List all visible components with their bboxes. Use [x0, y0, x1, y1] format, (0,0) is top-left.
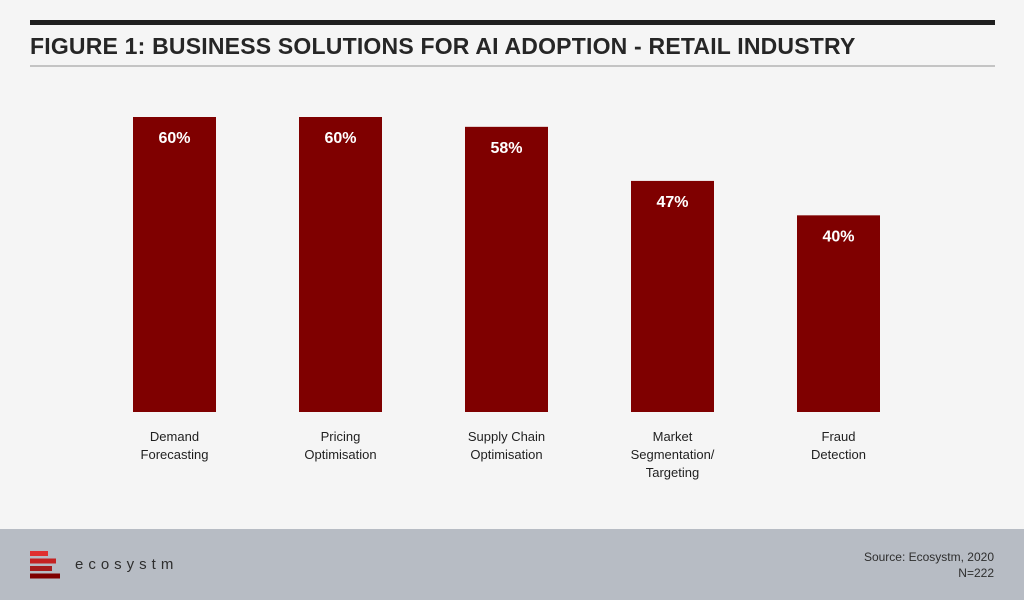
source-text: Source: Ecosystm, 2020	[863, 550, 994, 564]
category-label-1: Demand Forecasting	[141, 429, 209, 462]
category-label-2: Pricing Optimisation	[304, 429, 376, 462]
logo-stripe-3	[30, 566, 52, 571]
category-label-4: Market Segmentation/Targeting	[631, 429, 715, 480]
chart-title: FIGURE 1: BUSINESS SOLUTIONS FOR AI ADOP…	[30, 33, 856, 59]
logo-stripe-1	[30, 551, 48, 556]
logo-stripe-2	[30, 558, 56, 564]
value-label-3: 58%	[490, 140, 522, 157]
bar-3	[465, 126, 548, 412]
value-label-4: 47%	[656, 194, 688, 211]
bar-4	[631, 180, 714, 412]
source-note: Source: Ecosystm, 2020 N=222	[864, 549, 994, 581]
category-label-5: Fraud Detection	[811, 429, 866, 462]
title-rule	[30, 65, 995, 67]
bar-1	[133, 117, 216, 412]
logo-mark-icon	[30, 551, 60, 579]
bar-5	[797, 215, 880, 412]
bar-2	[299, 117, 382, 412]
ecosystm-logo: ecosystm	[30, 549, 190, 581]
sample-size: N=222	[958, 566, 994, 580]
logo-wordmark: ecosystm	[75, 556, 179, 573]
value-label-2: 60%	[324, 130, 356, 147]
value-label-5: 40%	[822, 228, 854, 245]
footer: ecosystm Source: Ecosystm, 2020 N=222	[0, 529, 1024, 600]
value-label-1: 60%	[158, 130, 190, 147]
bar-chart: 60% Demand Forecasting 60% Pricing Optimisati…	[133, 117, 880, 480]
logo-stripe-4	[30, 573, 60, 579]
top-rule	[30, 20, 995, 25]
category-label-3: Supply Chain Optimisation	[468, 429, 545, 462]
